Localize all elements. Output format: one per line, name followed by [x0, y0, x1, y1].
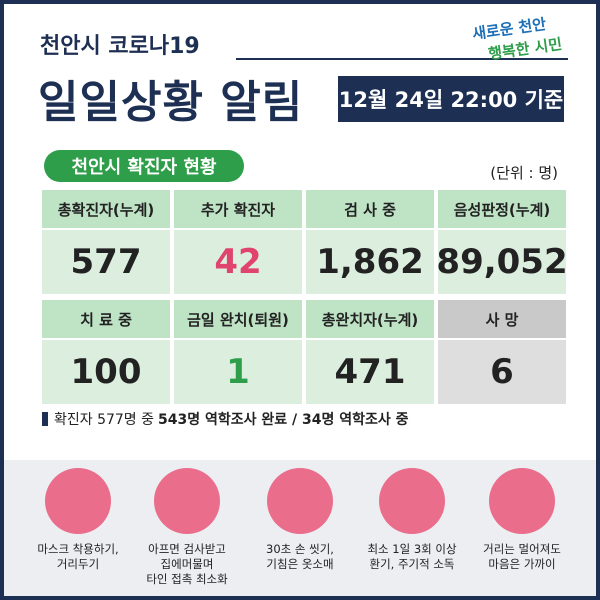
section-title: 천안시 확진자 현황	[44, 150, 244, 182]
tip-line: 아프면 검사받고	[148, 542, 226, 556]
tip-icon	[45, 468, 111, 534]
stat-value: 42	[174, 230, 302, 294]
stat-header: 총완치자(누계)	[306, 300, 434, 338]
tip-icon	[379, 468, 445, 534]
tip-line: 30초 손 씻기,	[266, 542, 334, 556]
stat-header: 음성판정(누계)	[438, 190, 566, 228]
stat-value: 577	[42, 230, 170, 294]
tip: 30초 손 씻기, 기침은 옷소매	[244, 468, 356, 572]
tip-line: 마스크 착용하기,	[37, 542, 119, 556]
tip: 마스크 착용하기, 거리두기	[22, 468, 134, 572]
tip-line: 타인 접촉 최소화	[146, 572, 228, 586]
stat-header: 치 료 중	[42, 300, 170, 338]
tip-line: 마음은 가까이	[488, 557, 556, 571]
main-title: 일일상황 알림	[38, 77, 304, 128]
stat-header: 금일 완치(퇴원)	[174, 300, 302, 338]
stat-header: 추가 확진자	[174, 190, 302, 228]
stat-value: 1,862	[306, 230, 434, 294]
note-text: 확진자 577명 중	[54, 412, 155, 428]
unit: (단위 : 명)	[490, 164, 558, 182]
tip-line: 집에머물며	[160, 557, 214, 571]
tip-line: 환기, 주기적 소독	[369, 557, 455, 571]
stat-value: 89,052	[436, 230, 568, 294]
rule	[236, 58, 568, 60]
tip-line: 최소 1일 3회 이상	[367, 542, 457, 556]
stat-header: 총확진자(누계)	[42, 190, 170, 228]
tip-icon	[154, 468, 220, 534]
stat-header: 사 망	[438, 300, 566, 338]
stat-header: 검 사 중	[306, 190, 434, 228]
city-title: 천안시 코로나19	[40, 34, 200, 59]
date-box: 12월 24일 22:00 기준	[338, 76, 564, 122]
note: 확진자 577명 중 543명 역학조사 완료 / 34명 역학조사 중	[42, 409, 409, 429]
stat-value: 1	[174, 340, 302, 404]
bullet	[42, 412, 48, 426]
tips-panel: 마스크 착용하기, 거리두기 아프면 검사받고 집에머물며 타인 접촉 최소화 30초…	[4, 460, 596, 596]
tip-line: 거리두기	[56, 557, 100, 571]
stat-value: 100	[42, 340, 170, 404]
stat-value: 471	[306, 340, 434, 404]
tip: 거리는 멀어져도 마음은 가까이	[466, 468, 578, 572]
tip: 아프면 검사받고 집에머물며 타인 접촉 최소화	[131, 468, 243, 587]
stat-value: 6	[438, 340, 566, 404]
tip-icon	[489, 468, 555, 534]
tip-line: 기침은 옷소매	[266, 557, 334, 571]
tip-line: 거리는 멀어져도	[483, 542, 561, 556]
note-bold: 543명 역학조사 완료 / 34명 역학조사 중	[158, 412, 409, 428]
tip-icon	[267, 468, 333, 534]
tip: 최소 1일 3회 이상 환기, 주기적 소독	[356, 468, 468, 572]
